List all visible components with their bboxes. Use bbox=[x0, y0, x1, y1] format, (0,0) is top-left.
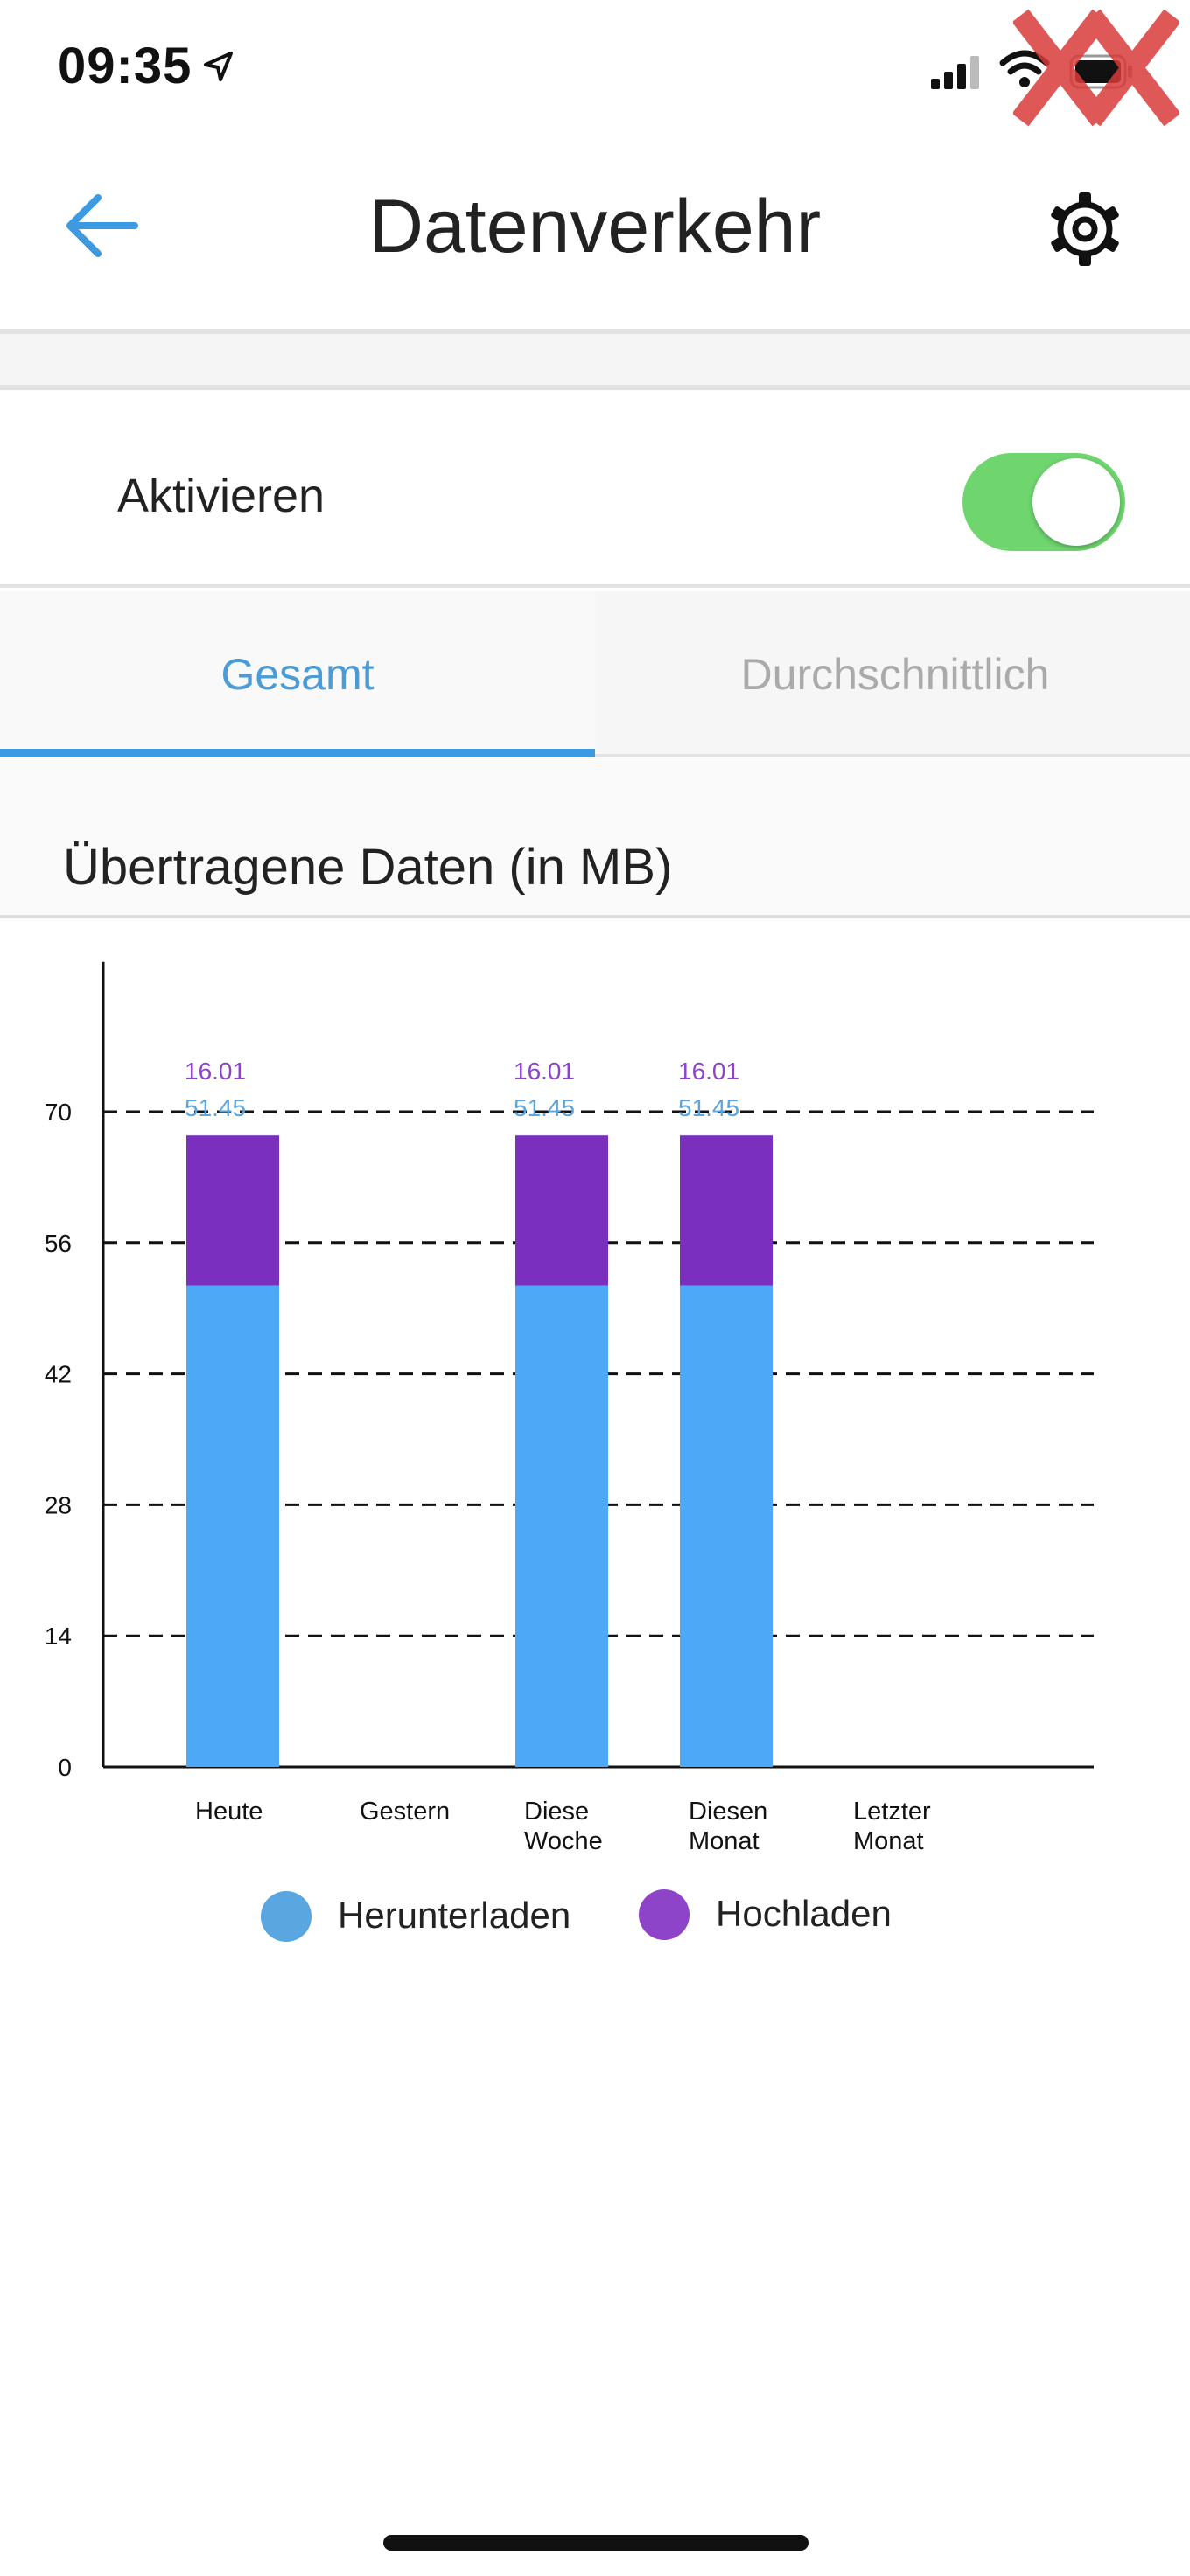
back-button[interactable] bbox=[61, 191, 149, 261]
x-tick-label: Letzter Monat bbox=[853, 1798, 931, 1855]
y-tick-label: 0 bbox=[58, 1754, 72, 1781]
tab-bar: Gesamt Durchschnittlich bbox=[0, 591, 1190, 757]
y-tick-label: 70 bbox=[45, 1099, 72, 1126]
watermark-logo-icon bbox=[1012, 9, 1181, 131]
toggle-knob bbox=[1032, 458, 1120, 546]
settings-button[interactable] bbox=[1041, 185, 1129, 273]
bar-download bbox=[186, 1285, 279, 1767]
page-title: Datenverkehr bbox=[368, 185, 822, 269]
section-title: Übertragene Daten (in MB) bbox=[63, 839, 673, 896]
bar-upload bbox=[680, 1135, 773, 1286]
x-tick-label: Diesen Monat bbox=[689, 1798, 767, 1855]
status-time: 09:35 bbox=[58, 38, 192, 94]
bar-upload bbox=[515, 1135, 608, 1286]
tab-gesamt[interactable]: Gesamt bbox=[0, 591, 595, 757]
cellular-signal-icon bbox=[931, 54, 985, 94]
data-label-download: 51.45 bbox=[678, 1094, 739, 1121]
tab-divider bbox=[595, 754, 1190, 757]
active-tab-indicator bbox=[0, 749, 595, 757]
data-label-download: 51.45 bbox=[185, 1094, 246, 1121]
gear-icon bbox=[1051, 192, 1119, 266]
legend-label-upload: Hochladen bbox=[716, 1893, 892, 1934]
bar-download bbox=[680, 1285, 773, 1767]
tab-durchschnittlich[interactable]: Durchschnittlich bbox=[600, 591, 1190, 757]
legend-swatch-upload bbox=[639, 1889, 690, 1940]
x-tick-label: Heute bbox=[195, 1798, 262, 1826]
x-tick-label: Diese Woche bbox=[524, 1798, 603, 1855]
data-label-download: 51.45 bbox=[514, 1094, 575, 1121]
x-tick-label: Gestern bbox=[360, 1798, 450, 1826]
back-arrow-icon bbox=[66, 194, 138, 257]
activate-toggle[interactable] bbox=[962, 453, 1125, 551]
y-tick-label: 28 bbox=[45, 1491, 72, 1518]
section-separator bbox=[0, 329, 1190, 390]
activate-label: Aktivieren bbox=[117, 470, 326, 522]
location-arrow-icon bbox=[203, 51, 234, 87]
legend-swatch-download bbox=[261, 1891, 312, 1942]
legend-item-upload bbox=[639, 1889, 690, 1940]
legend-item-download bbox=[261, 1891, 312, 1942]
y-tick-label: 42 bbox=[45, 1361, 72, 1388]
bar-upload bbox=[186, 1135, 279, 1286]
y-tick-label: 14 bbox=[45, 1623, 72, 1650]
data-label-upload: 16.01 bbox=[514, 1058, 575, 1085]
bar-download bbox=[515, 1285, 608, 1767]
data-label-upload: 16.01 bbox=[185, 1058, 246, 1085]
y-tick-label: 56 bbox=[45, 1230, 72, 1257]
home-indicator bbox=[383, 2535, 808, 2551]
legend-label-download: Herunterladen bbox=[338, 1895, 571, 1936]
section-header bbox=[0, 757, 1190, 918]
data-label-upload: 16.01 bbox=[678, 1058, 739, 1085]
traffic-bar-chart: 0 14 28 42 56 70 16.01 51.45 Heute Gestern 16.01 51… bbox=[45, 961, 1094, 1855]
